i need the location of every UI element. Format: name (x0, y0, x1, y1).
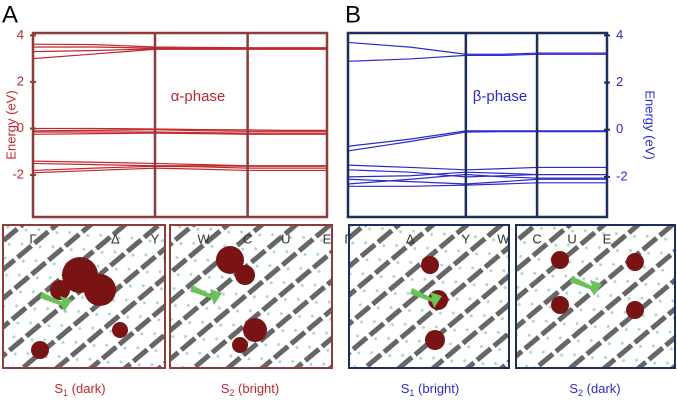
band-line (347, 130, 607, 147)
x-tick-label: Δ (111, 231, 120, 246)
orbital-image (2, 224, 166, 369)
x-tick-label: Γ (29, 231, 36, 246)
caption-main: S (54, 381, 63, 396)
y-tick-label: 4 (17, 27, 24, 42)
x-tick-label: U (567, 231, 576, 246)
phase-label: α-phase (171, 88, 226, 105)
caption-sub: 1 (409, 388, 414, 398)
caption: S1 (bright) (401, 381, 459, 398)
phase-label: β-phase (473, 88, 528, 105)
band-line (32, 162, 327, 167)
orbital-image (348, 224, 510, 369)
y-tick-label: 2 (616, 74, 623, 89)
x-tick-label: Y (462, 231, 471, 246)
y-tick-label: 0 (17, 120, 24, 135)
band-line (32, 167, 327, 174)
band-line (347, 53, 607, 62)
caption-rest: (bright) (234, 381, 279, 396)
caption: S2 (dark) (569, 381, 620, 398)
band-line (347, 173, 607, 185)
band-line (32, 129, 327, 132)
plot-frame (346, 31, 609, 219)
orbital-image (169, 224, 333, 369)
orbital-image (515, 224, 676, 369)
x-tick-label: C (532, 231, 541, 246)
x-tick-label: U (281, 231, 290, 246)
y-tick-label: 4 (616, 27, 623, 42)
x-tick-label: Γ (344, 231, 351, 246)
caption-rest: (bright) (414, 381, 459, 396)
band-line (347, 131, 607, 152)
band-line (32, 48, 327, 60)
x-tick-label: E (323, 231, 332, 246)
x-tick-label: Δ (406, 231, 415, 246)
x-tick-label: E (603, 231, 612, 246)
band-line (33, 127, 327, 131)
caption-sub: 2 (229, 388, 234, 398)
band-line (32, 132, 327, 135)
y-axis-label: Energy (eV) (3, 90, 18, 159)
band-line (32, 160, 327, 167)
band-line (347, 171, 607, 178)
caption-sub: 1 (63, 388, 68, 398)
caption: S1 (dark) (54, 381, 105, 398)
caption-main: S (221, 381, 230, 396)
caption-rest: (dark) (583, 381, 621, 396)
band-line (347, 164, 607, 171)
y-tick-label: -2 (12, 167, 24, 182)
band-line (32, 165, 327, 172)
caption-main: S (401, 381, 410, 396)
plot-frame (31, 31, 329, 219)
band-line (347, 41, 607, 55)
panel-label: A (2, 1, 18, 28)
y-tick-label: 0 (616, 121, 623, 136)
y-tick-label: 2 (17, 73, 24, 88)
y-axis-label: Energy (eV) (643, 90, 658, 159)
band-line (347, 178, 607, 185)
x-tick-label: W (197, 231, 210, 246)
caption-sub: 2 (578, 388, 583, 398)
band-line (32, 43, 327, 49)
band-line (33, 131, 327, 134)
x-tick-label: Y (151, 231, 160, 246)
x-tick-label: W (497, 231, 510, 246)
x-tick-label: C (243, 231, 252, 246)
panel-label: B (345, 1, 361, 28)
caption-main: S (569, 381, 578, 396)
caption: S2 (bright) (221, 381, 279, 398)
band-line (348, 182, 607, 187)
y-tick-label: -2 (616, 168, 628, 183)
caption-rest: (dark) (68, 381, 106, 396)
